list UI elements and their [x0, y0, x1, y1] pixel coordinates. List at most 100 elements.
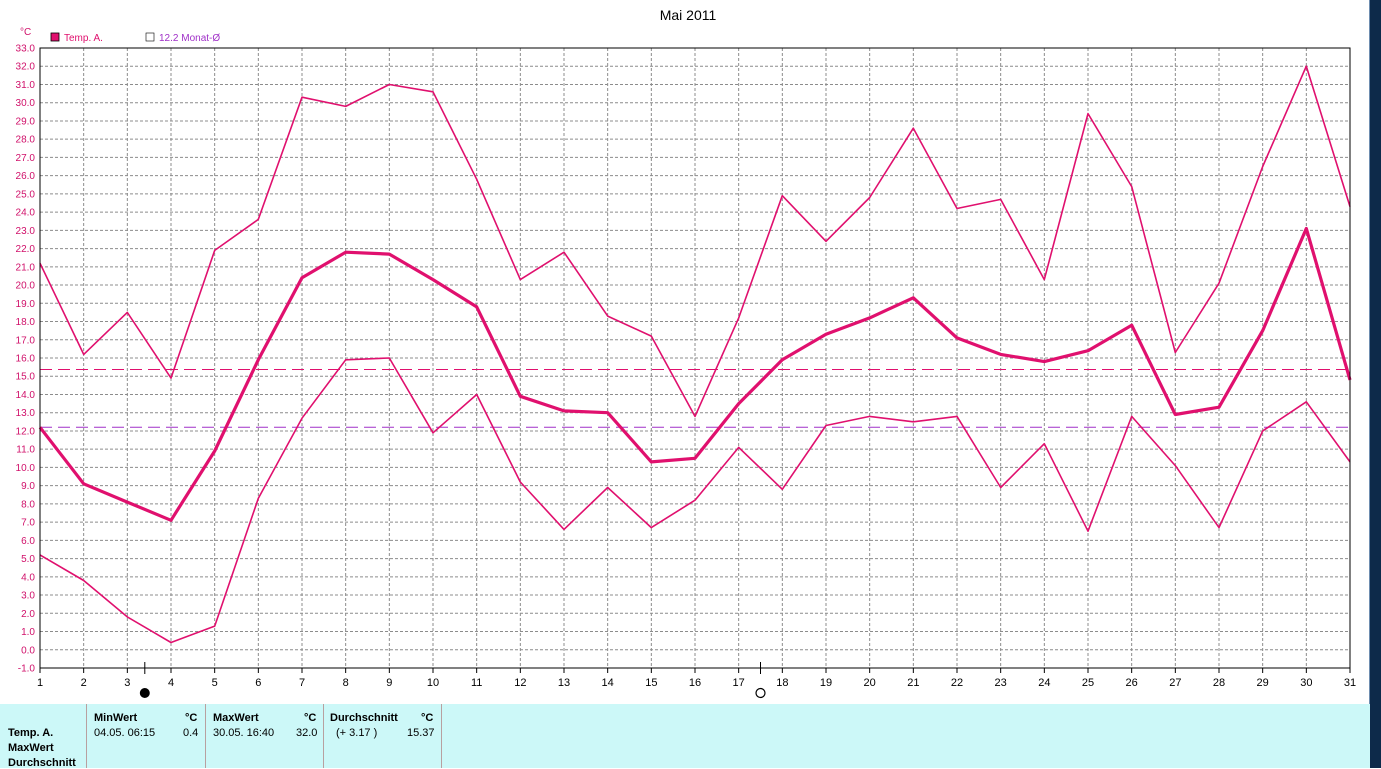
x-tick-label: 29 [1257, 677, 1269, 689]
y-axis-unit: °C [20, 27, 31, 38]
x-tick-label: 6 [255, 677, 261, 689]
x-tick-label: 11 [471, 677, 482, 689]
y-tick-label: 1.0 [21, 627, 35, 638]
min-unit: °C [185, 712, 198, 724]
y-axis: -1.0 0.0 1.0 2.0 3.0 4.0 5.0 6.0 7.0 8.0 9.0 10.0 11… [16, 44, 36, 675]
x-tick-label: 26 [1126, 677, 1138, 689]
avg-unit: °C [421, 712, 434, 724]
y-tick-label: 31.0 [16, 80, 36, 91]
series-lines [38, 65, 1352, 644]
y-tick-label: 20.0 [16, 281, 36, 292]
max-datetime: 30.05. 16:40 [213, 727, 275, 739]
x-tick-label: 27 [1169, 677, 1181, 689]
window-edge [1370, 0, 1381, 768]
x-tick-label: 19 [820, 677, 832, 689]
legend-label: 12.2 Monat-Ø [159, 33, 220, 44]
grid [40, 48, 1350, 668]
y-tick-label: 7.0 [21, 518, 35, 529]
stats-row-label-max: MaxWert [8, 742, 54, 754]
x-tick-label: 8 [343, 677, 349, 689]
max-unit: °C [304, 712, 317, 724]
series-line-avg [38, 226, 1352, 522]
reference-lines [40, 368, 1350, 428]
x-tick-label: 18 [776, 677, 788, 689]
x-tick-label: 15 [645, 677, 657, 689]
y-tick-label: 10.0 [16, 463, 36, 474]
y-tick-label: 17.0 [16, 335, 36, 346]
x-tick-label: 3 [124, 677, 130, 689]
y-tick-label: 12.0 [16, 426, 36, 437]
y-tick-label: 25.0 [16, 189, 36, 200]
x-tick-label: 30 [1300, 677, 1312, 689]
y-tick-label: 29.0 [16, 116, 36, 127]
series-line-min [39, 357, 1351, 644]
y-tick-label: -1.0 [18, 664, 36, 675]
x-axis: 1 2 3 4 5 6 7 8 9 10 11 12 13 14 15 16 17 18 19 20 21 22 23 24 2… [37, 668, 1356, 689]
x-tick-label: 13 [558, 677, 570, 689]
chart-title: Mai 2011 [660, 7, 717, 23]
y-tick-label: 24.0 [16, 208, 36, 219]
plot-frame [39, 47, 1351, 669]
legend: Temp. A. 12.2 Monat-Ø [50, 32, 220, 44]
y-tick-label: 5.0 [21, 554, 35, 565]
y-tick-label: 13.0 [16, 408, 36, 419]
y-tick-label: 6.0 [21, 536, 35, 547]
chart: Mai 2011 °C Temp. A. 12.2 Monat-Ø -1.0 0.0… [16, 7, 1356, 699]
y-tick-label: 11.0 [16, 445, 35, 456]
max-value: 32.0 [296, 727, 318, 739]
x-tick-label: 21 [907, 677, 919, 689]
x-tick-label: 9 [386, 677, 392, 689]
new-moon-icon [139, 688, 150, 698]
window-edge-line [1369, 0, 1370, 768]
full-moon-icon [755, 687, 766, 699]
x-tick-label: 28 [1213, 677, 1225, 689]
y-tick-label: 14.0 [16, 390, 36, 401]
y-tick-label: 8.0 [21, 499, 35, 510]
max-header: MaxWert [213, 712, 259, 724]
avg-header: Durchschnitt [330, 712, 398, 724]
x-tick-label: 20 [864, 677, 876, 689]
x-tick-label: 14 [602, 677, 614, 689]
stats-min-column: MinWert °C 04.05. 06:15 0.4 [86, 704, 206, 768]
stats-avg-column: Durchschnitt °C (+ 3.17 ) 15.37 [323, 704, 442, 768]
x-tick-label: 4 [168, 677, 174, 689]
x-tick-label: 1 [37, 677, 43, 689]
y-tick-label: 9.0 [21, 481, 35, 492]
x-tick-label: 5 [212, 677, 218, 689]
stats-labels-column: Temp. A. MaxWert Durchschnitt [0, 704, 87, 769]
y-tick-label: 18.0 [16, 317, 36, 328]
avg-value: 15.37 [407, 727, 435, 739]
stats-panel: Temp. A. MaxWert Durchschnitt MinWert °C… [0, 704, 1370, 769]
x-tick-label: 31 [1344, 677, 1356, 689]
stats-max-column: MaxWert °C 30.05. 16:40 32.0 [205, 704, 324, 768]
min-value: 0.4 [183, 727, 199, 739]
x-tick-label: 7 [299, 677, 305, 689]
y-tick-label: 22.0 [16, 244, 36, 255]
y-tick-label: 27.0 [16, 153, 36, 164]
y-tick-label: 30.0 [16, 98, 36, 109]
y-tick-label: 23.0 [16, 226, 36, 237]
x-tick-label: 24 [1038, 677, 1050, 689]
y-tick-label: 2.0 [21, 609, 35, 620]
y-tick-label: 19.0 [16, 299, 36, 310]
x-tick-label: 12 [514, 677, 526, 689]
moon-phase-markers [139, 662, 766, 699]
min-header: MinWert [94, 712, 138, 724]
x-tick-label: 2 [81, 677, 87, 689]
min-datetime: 04.05. 06:15 [94, 727, 156, 739]
x-tick-label: 25 [1082, 677, 1094, 689]
y-tick-label: 21.0 [16, 262, 36, 273]
y-tick-label: 32.0 [16, 62, 36, 73]
y-tick-label: 16.0 [16, 354, 36, 365]
x-tick-label: 10 [427, 677, 439, 689]
stats-row-label-avg: Durchschnitt [8, 757, 76, 769]
legend-label: Temp. A. [64, 33, 103, 44]
series-line-max [39, 65, 1351, 418]
x-tick-label: 23 [995, 677, 1007, 689]
stats-row-label-temp: Temp. A. [8, 727, 54, 739]
avg-delta: (+ 3.17 ) [336, 727, 378, 739]
y-tick-label: 26.0 [16, 171, 36, 182]
y-tick-label: 28.0 [16, 135, 36, 146]
y-tick-label: 15.0 [16, 372, 36, 383]
x-tick-label: 17 [733, 677, 745, 689]
